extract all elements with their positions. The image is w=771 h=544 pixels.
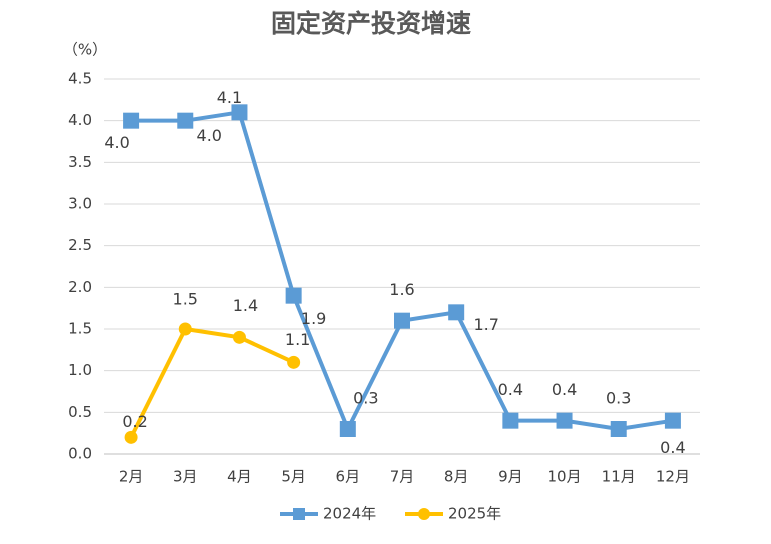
data-point	[178, 322, 192, 336]
x-tick-label: 10月	[547, 468, 581, 486]
data-label: 0.4	[498, 380, 523, 399]
data-label: 1.5	[173, 290, 198, 309]
x-tick-label: 6月	[336, 468, 361, 486]
data-label: 0.3	[606, 389, 631, 408]
data-point	[394, 312, 410, 329]
y-tick-label: 1.5	[68, 320, 92, 338]
data-label: 1.9	[301, 309, 326, 328]
x-tick-label: 7月	[390, 468, 415, 486]
data-point	[287, 355, 301, 369]
x-tick-label: 8月	[444, 468, 469, 486]
y-tick-label: 3.5	[68, 153, 92, 171]
y-axis-label: （%）	[63, 41, 107, 59]
data-label: 4.0	[197, 126, 222, 145]
y-tick-label: 2.5	[68, 236, 92, 254]
data-label: 1.1	[285, 330, 310, 349]
data-point	[664, 412, 681, 429]
x-tick-label: 11月	[602, 468, 636, 486]
data-label: 1.7	[473, 315, 498, 334]
data-point	[124, 430, 138, 444]
y-tick-label: 1.0	[68, 361, 92, 379]
x-tick-label: 2月	[119, 468, 144, 486]
data-point	[123, 112, 140, 129]
y-tick-label: 4.0	[68, 111, 92, 129]
chart-title: 固定资产投资增速	[271, 9, 471, 38]
data-label: 4.0	[104, 133, 129, 152]
data-point	[177, 112, 194, 129]
data-point	[610, 421, 627, 437]
data-point	[556, 412, 573, 429]
x-tick-label: 5月	[281, 468, 306, 486]
data-label: 0.4	[552, 380, 577, 399]
data-point	[232, 330, 246, 344]
data-label: 4.1	[217, 88, 242, 107]
x-tick-label: 9月	[498, 468, 523, 486]
y-tick-label: 3.0	[68, 195, 92, 213]
y-tick-label: 0.0	[68, 445, 92, 463]
data-label: 0.4	[660, 438, 685, 457]
data-label: 1.4	[233, 296, 258, 315]
legend-label: 2024年	[323, 505, 376, 523]
data-label: 0.2	[122, 412, 147, 431]
y-tick-label: 0.5	[68, 403, 92, 421]
legend-marker	[418, 508, 430, 520]
x-tick-label: 12月	[656, 468, 690, 486]
x-tick-label: 3月	[173, 468, 198, 486]
y-tick-label: 2.0	[68, 278, 92, 296]
legend-label: 2025年	[448, 505, 501, 523]
legend-marker	[293, 508, 305, 520]
data-point	[339, 421, 356, 437]
data-label: 1.6	[389, 280, 414, 299]
series-line	[131, 110, 674, 434]
x-tick-label: 4月	[227, 468, 252, 486]
data-point	[448, 304, 465, 321]
data-point	[285, 287, 302, 304]
data-point	[502, 412, 519, 429]
data-point	[231, 104, 248, 121]
series-line	[129, 326, 295, 439]
y-tick-label: 4.5	[68, 70, 92, 88]
data-label: 0.3	[353, 389, 378, 408]
